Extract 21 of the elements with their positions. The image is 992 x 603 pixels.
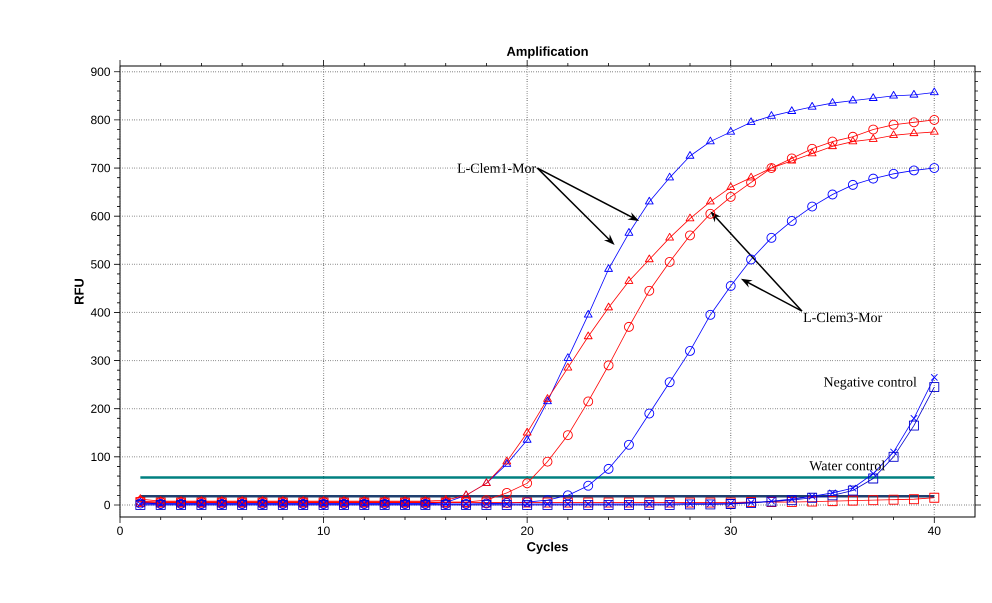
chart-title: Amplification — [506, 46, 588, 58]
x-tick-label: 40 — [928, 526, 940, 535]
y-tick-label: 300 — [90, 356, 110, 365]
y-tick-label: 400 — [90, 308, 110, 317]
x-tick-label: 20 — [521, 526, 534, 535]
y-tick-label: 600 — [91, 212, 110, 220]
annotation: L-Clem1-Mor — [458, 163, 536, 173]
y-tick-label: 500 — [91, 260, 110, 269]
annotation: L-Clem3-Mor — [804, 312, 882, 322]
x-tick-label: 0 — [117, 526, 123, 535]
y-tick-label: 700 — [91, 164, 110, 172]
y-tick-label: 0 — [104, 500, 110, 510]
x-axis-title: Cycles — [527, 542, 568, 554]
y-tick-label: 200 — [91, 404, 110, 413]
annotation: Negative control — [824, 376, 917, 390]
x-tick-label: 30 — [724, 526, 737, 535]
y-tick-label: 900 — [91, 68, 110, 76]
y-axis-title: RFU — [74, 278, 84, 304]
x-tick-label: 10 — [318, 526, 330, 535]
y-tick-label: 100 — [91, 452, 110, 462]
y-tick-label: 800 — [91, 116, 110, 124]
